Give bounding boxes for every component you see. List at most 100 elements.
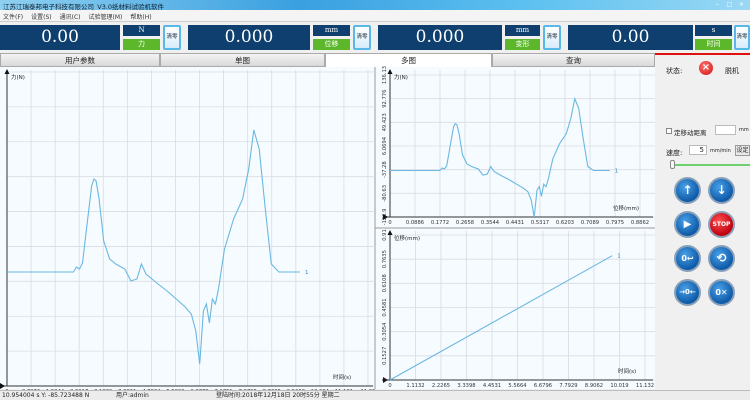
series-line: [7, 129, 300, 365]
x-tick-label: 0.3544: [481, 220, 500, 226]
x-axis-label: 时间(s): [333, 373, 351, 381]
series-label: 1: [615, 169, 619, 175]
offline-error-icon: ×: [699, 61, 713, 75]
x-tick-label: 5.5806: [166, 389, 184, 390]
charts-area: 0 0.7972 1.5944 2.3917 3.1889 3.9861 4.7834 5.5…: [0, 66, 655, 390]
x-axis-arrow-icon: [0, 383, 5, 389]
return-icon: 0↩: [681, 254, 694, 263]
cursor-readout: 10.954004 s Y: -85.723488 N: [2, 392, 90, 399]
minimize-button[interactable]: –: [716, 1, 719, 8]
deformation-label: 变形: [505, 39, 540, 50]
time-zero-button[interactable]: 清零: [734, 25, 750, 50]
x-tick-label: 0: [388, 220, 391, 226]
zero-arrows-icon: →0←: [679, 288, 696, 296]
clear-icon: 0✕: [715, 288, 728, 297]
series-label: 1: [617, 254, 621, 260]
x-tick-label: 4.7834: [142, 389, 161, 390]
displacement-time-chart[interactable]: 0 1.1132 2.2265 3.3398 4.4531 5.5664 6.6796 7.7…: [382, 229, 655, 389]
tab-single-chart[interactable]: 单图: [160, 53, 325, 67]
x-axis-label: 时间(s): [618, 367, 636, 375]
x-tick-label: 8.9062: [585, 383, 603, 389]
control-panel: 状态: × 脱机 定移动距离 mm 速度: 5 mm/min 设定 ↑ ↓ ▶ …: [655, 53, 750, 389]
x-tick-label: 7.1751: [215, 389, 233, 390]
speed-slider-thumb[interactable]: [670, 160, 675, 169]
status-value: 脱机: [725, 67, 739, 75]
x-tick-label: 0.6203: [556, 220, 574, 226]
x-tick-label: 0.0886: [406, 220, 424, 226]
up-button[interactable]: ↑: [674, 177, 701, 204]
x-tick-label: 4.4531: [483, 383, 501, 389]
series-line: [389, 255, 613, 381]
menu-comm[interactable]: 通讯(C): [59, 14, 81, 21]
status-bar: 10.954004 s Y: -85.723488 N 用户:admin 登陆时…: [0, 390, 750, 400]
fixed-distance-label: 定移动距离: [674, 129, 707, 137]
x-tick-label: 7.9723: [239, 389, 257, 390]
y-tick-label: 0: [382, 378, 388, 381]
y-tick-label: 49.423: [382, 113, 388, 131]
main-force-time-chart[interactable]: 0 0.7972 1.5944 2.3917 3.1889 3.9861 4.7834 5.5…: [0, 69, 375, 390]
x-tick-label: 0.7972: [22, 389, 40, 390]
y-axis-arrow-icon: [4, 69, 10, 74]
fixed-distance-input[interactable]: [715, 125, 736, 135]
y-tick-label: 0.91: [382, 229, 388, 241]
displacement-readout: 0.000: [188, 25, 310, 50]
return-button[interactable]: ⟲: [708, 245, 735, 272]
y-tick-label: 0.4581: [382, 298, 388, 316]
speed-slider-track[interactable]: [673, 164, 750, 166]
zero-all-button[interactable]: →0←: [674, 279, 701, 306]
x-tick-label: 9.5668: [287, 389, 305, 390]
return-zero-button[interactable]: 0↩: [674, 245, 701, 272]
series-line: [390, 96, 610, 218]
maximize-button[interactable]: □: [726, 1, 733, 8]
x-tick-label: 0.4431: [506, 220, 524, 226]
deformation-unit: mm: [505, 25, 540, 36]
fixed-distance-checkbox[interactable]: [666, 128, 672, 134]
set-speed-button[interactable]: 设定: [735, 145, 750, 156]
loop-icon: ⟲: [716, 251, 727, 265]
menu-file[interactable]: 文件(F): [3, 14, 24, 21]
deformation-readout: 0.000: [378, 25, 502, 50]
stop-icon: STOP: [712, 221, 731, 228]
x-tick-label: 3.3398: [457, 383, 475, 389]
y-axis-arrow-icon: [387, 230, 393, 235]
y-axis-arrow-icon: [387, 69, 393, 74]
tab-multi-chart[interactable]: 多图: [325, 53, 492, 67]
y-tick-label: 0.7635: [382, 250, 388, 268]
menu-settings[interactable]: 设置(S): [31, 14, 52, 21]
clear-button[interactable]: 0✕: [708, 279, 735, 306]
close-button[interactable]: ×: [738, 1, 745, 8]
tab-user-params[interactable]: 用户参数: [0, 53, 160, 67]
y-tick-label: 136.13: [382, 66, 388, 84]
login-time: 登陆时间:2018年12月18日 20时55分 星期二: [216, 392, 340, 399]
deformation-zero-button[interactable]: 清零: [543, 25, 561, 50]
menu-help[interactable]: 帮助(H): [130, 14, 152, 21]
displacement-zero-button[interactable]: 清零: [353, 25, 371, 50]
x-tick-label: 5.5664: [508, 383, 527, 389]
x-tick-label: 0.7089: [581, 220, 599, 226]
x-tick-label: 7.7929: [559, 383, 577, 389]
menu-bar: 文件(F) 设置(S) 通讯(C) 试验管理(M) 帮助(H): [0, 10, 750, 22]
y-tick-label: 0.3054: [382, 322, 388, 341]
status-label: 状态:: [666, 67, 683, 75]
down-button[interactable]: ↓: [708, 177, 735, 204]
y-axis-label: 位移(mm): [394, 234, 420, 242]
stop-button[interactable]: STOP: [708, 211, 735, 238]
window-title: 江苏江瑞泰邦电子科技有限公司_V3.0纸材料试验机软件: [3, 3, 165, 11]
x-tick-label: 2.2265: [432, 383, 450, 389]
start-button[interactable]: ▶: [674, 211, 701, 238]
speed-input[interactable]: 5: [689, 145, 707, 155]
displacement-unit: mm: [313, 25, 350, 36]
x-tick-label: 8.7695: [263, 389, 281, 390]
menu-test-management[interactable]: 试验管理(M): [88, 14, 123, 21]
x-tick-label: 6.3778: [190, 389, 208, 390]
tab-query[interactable]: 查询: [492, 53, 655, 67]
x-tick-label: 0.2658: [456, 220, 474, 226]
x-tick-label: 11.95: [361, 389, 376, 390]
force-displacement-chart[interactable]: 0 0.0886 0.1772 0.2658 0.3544 0.4431 0.5317 0.6…: [382, 66, 655, 226]
force-zero-button[interactable]: 清零: [163, 25, 181, 50]
fixed-distance-unit: mm: [739, 127, 749, 133]
x-tick-label: 11.132: [636, 383, 654, 389]
x-tick-label: 1.5944: [46, 389, 65, 390]
y-tick-label: -123.9: [382, 209, 388, 226]
time-readout: 0.00: [568, 25, 693, 50]
